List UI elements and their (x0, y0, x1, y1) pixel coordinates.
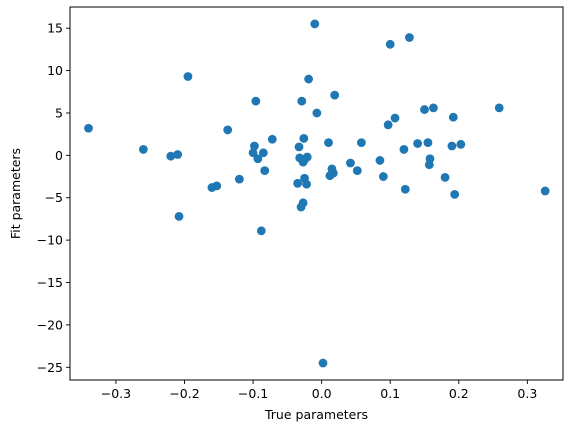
data-point (330, 90, 340, 100)
data-point (448, 112, 458, 122)
data-point (378, 172, 388, 181)
y-tick-label: 0 (55, 148, 63, 163)
data-point (450, 189, 460, 199)
data-point (297, 96, 307, 106)
data-point (267, 134, 277, 144)
x-tick-label: 0.3 (517, 386, 537, 401)
data-point (429, 103, 438, 113)
data-point (304, 74, 314, 84)
data-point (375, 156, 385, 165)
y-tick-label: 15 (47, 21, 63, 36)
data-point (456, 139, 466, 149)
data-point (413, 139, 423, 148)
x-tick-label: −0.1 (238, 386, 268, 401)
data-point (324, 138, 333, 148)
data-point (299, 134, 309, 143)
y-tick-label: −20 (37, 317, 63, 332)
data-point (310, 19, 320, 29)
data-point (385, 39, 395, 49)
y-tick-label: 5 (55, 105, 63, 120)
data-point (346, 158, 355, 168)
data-point (318, 358, 328, 368)
plot-area (70, 7, 563, 380)
data-point (173, 150, 183, 159)
data-point (223, 125, 233, 135)
y-axis-label: Fit parameters (8, 148, 23, 239)
data-point (234, 174, 244, 184)
data-point (425, 154, 435, 164)
data-point (400, 184, 410, 194)
data-point (302, 152, 312, 162)
y-tick-label: −25 (37, 360, 63, 375)
data-point (248, 148, 258, 158)
plot-frame (69, 6, 564, 381)
y-tick-label: −15 (37, 275, 63, 290)
x-tick-label: 0.1 (380, 386, 400, 401)
data-point (298, 198, 308, 208)
data-point (399, 145, 409, 154)
data-point (294, 142, 304, 152)
data-point (383, 120, 393, 130)
data-point (293, 178, 303, 188)
data-point (328, 168, 338, 178)
data-point (84, 123, 93, 133)
data-point (494, 103, 504, 113)
data-point (250, 141, 259, 151)
x-tick-label: −0.3 (101, 386, 131, 401)
data-point (260, 166, 270, 176)
x-axis-ticks: −0.3 −0.2 −0.1 0.0 0.1 0.2 0.3 (101, 380, 537, 401)
data-point (138, 145, 148, 154)
data-point (174, 211, 184, 221)
y-tick-label: −5 (45, 190, 63, 205)
data-point (540, 186, 550, 196)
x-tick-label: 0.2 (449, 386, 469, 401)
data-point (256, 226, 266, 236)
data-point (357, 138, 366, 148)
data-point (253, 154, 263, 164)
data-point (420, 105, 429, 114)
data-point (212, 181, 222, 191)
data-points (84, 19, 550, 368)
data-point (423, 138, 433, 148)
data-point (302, 179, 311, 189)
data-point (447, 141, 457, 151)
data-point (183, 72, 193, 81)
data-point (258, 148, 268, 158)
x-axis-label: True parameters (264, 407, 368, 422)
y-axis-ticks: −25 −20 −15 −10 −5 0 5 10 15 (37, 21, 70, 375)
data-point (251, 96, 261, 106)
x-tick-label: 0.0 (312, 386, 332, 401)
data-point (352, 166, 362, 176)
data-point (440, 172, 450, 182)
x-tick-label: −0.2 (169, 386, 199, 401)
y-tick-label: 10 (47, 63, 63, 78)
y-tick-label: −10 (37, 233, 63, 248)
data-point (390, 113, 400, 123)
data-point (312, 108, 322, 118)
data-point (405, 33, 414, 42)
data-point (166, 151, 176, 161)
